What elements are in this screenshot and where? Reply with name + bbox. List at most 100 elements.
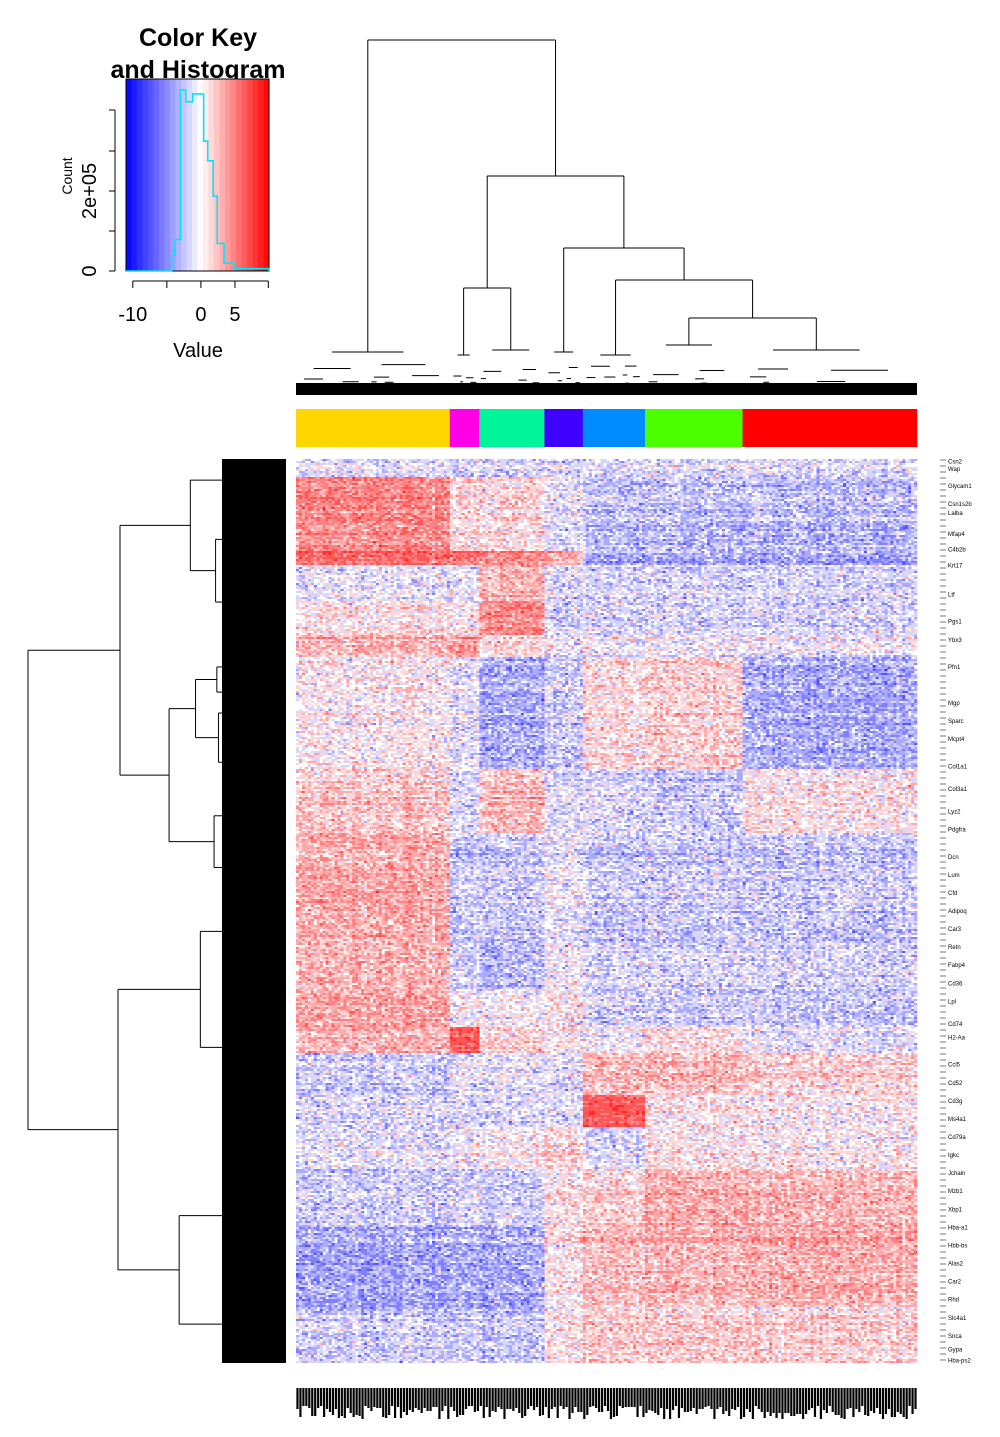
heatmap-cell <box>807 489 811 491</box>
heatmap-cell <box>769 461 773 463</box>
heatmap-cell <box>848 493 853 495</box>
heatmap-cell <box>547 475 551 477</box>
heatmap-cell <box>579 513 584 515</box>
heatmap-cell <box>701 491 705 493</box>
heatmap-cell <box>361 471 365 473</box>
heatmap-cell <box>846 509 850 511</box>
heatmap-cell <box>843 505 847 507</box>
heatmap-cell <box>334 509 344 511</box>
heatmap-cell <box>334 497 353 499</box>
heatmap-cell <box>636 475 640 477</box>
heatmap-cell <box>893 463 897 465</box>
heatmap-cell <box>343 515 350 517</box>
heatmap-cell <box>349 503 356 505</box>
heatmap-cell <box>369 487 386 489</box>
heatmap-cell <box>473 459 477 461</box>
heatmap-cell <box>662 465 669 467</box>
heatmap-cell <box>810 495 817 497</box>
heatmap-cell <box>633 469 637 471</box>
heatmap-cell <box>851 459 856 461</box>
color-key-bin <box>214 79 220 271</box>
heatmap-cell <box>707 475 714 477</box>
heatmap-cell <box>884 509 888 511</box>
heatmap-cell <box>582 511 587 513</box>
heatmap-cell <box>689 489 693 491</box>
heatmap-cell <box>854 475 859 477</box>
heatmap-cell <box>334 499 338 501</box>
heatmap-cell <box>340 505 344 507</box>
heatmap-cell <box>479 499 483 501</box>
heatmap-cell <box>745 495 749 497</box>
heatmap-cell <box>301 489 306 491</box>
heatmap-cell <box>411 471 415 473</box>
heatmap-cell <box>328 489 332 491</box>
heatmap-cell <box>476 489 480 491</box>
heatmap-cell <box>594 475 598 477</box>
heatmap-cell <box>405 463 409 465</box>
heatmap-cell <box>641 477 646 479</box>
heatmap-cell <box>650 513 655 515</box>
heatmap-cell <box>807 505 811 507</box>
heatmap-cell <box>872 485 879 487</box>
heatmap-cell <box>695 501 699 503</box>
heatmap-cell <box>579 493 584 495</box>
heatmap-cell <box>526 487 530 489</box>
heatmap-cell <box>461 493 465 495</box>
heatmap-cell <box>503 461 507 463</box>
heatmap-cell <box>547 497 551 499</box>
heatmap-cell <box>411 513 415 515</box>
heatmap-cell <box>331 491 338 493</box>
heatmap-cell <box>520 513 527 515</box>
heatmap-cell <box>792 469 797 471</box>
heatmap-cell <box>364 509 368 511</box>
heatmap-cell <box>393 465 397 467</box>
heatmap-cell <box>680 461 684 463</box>
heatmap-cell <box>470 465 474 467</box>
heatmap-cell <box>535 473 539 475</box>
heatmap-cell <box>618 465 622 467</box>
heatmap-cell <box>890 483 894 485</box>
heatmap-cell <box>730 463 734 465</box>
heatmap-cell <box>730 471 734 473</box>
heatmap-cell <box>366 505 371 507</box>
heatmap-cell <box>340 485 344 487</box>
heatmap-cell <box>331 509 335 511</box>
heatmap-cell <box>739 465 743 467</box>
heatmap-cell <box>390 469 397 471</box>
heatmap-cell <box>603 473 607 475</box>
heatmap-cell <box>576 501 581 503</box>
heatmap-cell <box>899 481 903 483</box>
heatmap-cell <box>834 503 847 505</box>
heatmap-cell <box>896 483 903 485</box>
heatmap-cell <box>786 471 791 473</box>
heatmap-cell <box>432 471 442 473</box>
heatmap-cell <box>514 461 524 463</box>
heatmap-cell <box>908 481 912 483</box>
heatmap-cell <box>488 483 492 485</box>
heatmap-cell <box>544 505 554 507</box>
heatmap-cell <box>500 503 507 505</box>
heatmap-cell <box>296 507 300 509</box>
heatmap-cell <box>426 493 430 495</box>
heatmap-cell <box>775 473 779 475</box>
heatmap-cell <box>816 465 820 467</box>
heatmap-cell <box>390 495 394 497</box>
heatmap-cell <box>337 493 341 495</box>
heatmap-cell <box>387 511 391 513</box>
heatmap-cell <box>624 485 631 487</box>
heatmap-cell <box>322 461 326 463</box>
heatmap-cell <box>712 461 717 463</box>
color-key-frame <box>125 78 270 272</box>
heatmap-cell <box>739 479 764 481</box>
heatmap-cell <box>707 469 717 471</box>
heatmap-cell <box>627 461 631 463</box>
heatmap-cell <box>334 465 341 467</box>
heatmap-cell <box>680 487 684 489</box>
heatmap-cell <box>884 511 888 513</box>
heatmap-cell <box>840 487 844 489</box>
heatmap-cell <box>866 485 870 487</box>
heatmap-cell <box>307 509 312 511</box>
heatmap-cell <box>437 501 442 503</box>
heatmap-cell <box>689 461 696 463</box>
heatmap-cell <box>579 511 584 513</box>
